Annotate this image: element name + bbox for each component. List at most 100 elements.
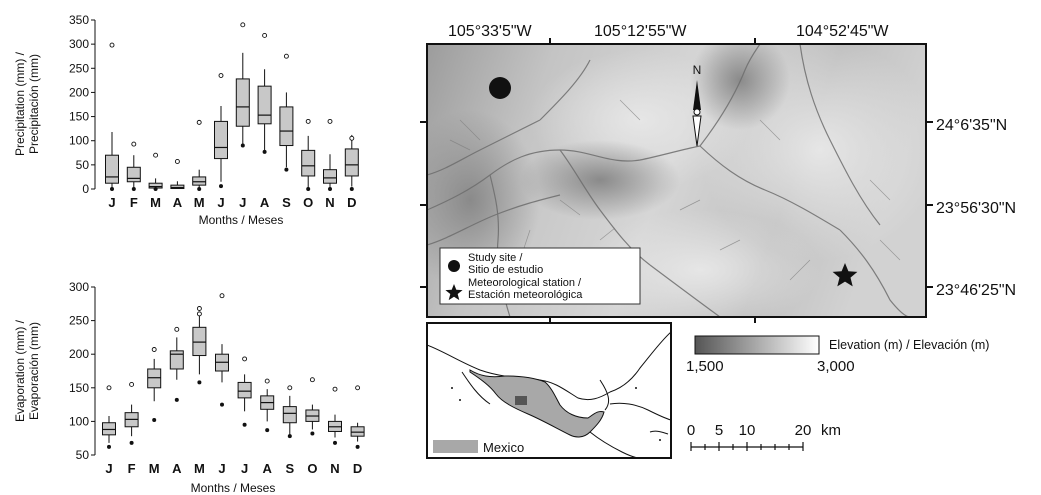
y-axis-label-line: Evaporation (mm) / xyxy=(13,319,27,422)
x-tick-label: F xyxy=(128,461,136,476)
y-tick-label: 50 xyxy=(76,158,90,172)
y-axis-label: Evaporation (mm) /Evaporación (mm) xyxy=(13,319,41,422)
outlier-high xyxy=(287,385,293,391)
inset-legend-label: Mexico xyxy=(483,440,524,455)
x-tick-label: N xyxy=(330,461,339,476)
box-M xyxy=(147,347,162,423)
box-J xyxy=(102,385,116,449)
x-tick-label: A xyxy=(172,461,182,476)
outlier-high xyxy=(309,377,315,383)
outlier-high xyxy=(174,326,180,332)
evaporation-boxplot: Evaporation (mm) /Evaporación (mm) Month… xyxy=(13,280,365,495)
outlier-high xyxy=(153,152,159,158)
box-iqr xyxy=(126,166,141,183)
box-D xyxy=(350,385,365,449)
scale-tick-20: 20 xyxy=(795,422,812,439)
outlier-high xyxy=(264,378,270,384)
scale-tick-5: 5 xyxy=(715,422,723,439)
outlier-low xyxy=(355,444,360,449)
x-tick-label: N xyxy=(325,195,334,210)
outlier-low xyxy=(152,418,157,423)
outlier-low xyxy=(306,187,311,191)
box-S xyxy=(282,385,297,439)
latitude-label-2: 23°56'30"N xyxy=(936,200,1016,217)
box-N xyxy=(323,118,337,191)
y-tick-label: 150 xyxy=(69,381,89,395)
outlier-low xyxy=(110,187,114,191)
boxes xyxy=(102,293,365,449)
outlier-high xyxy=(305,118,311,124)
scale-tick-0: 0 xyxy=(687,422,695,439)
outlier-low xyxy=(284,167,289,172)
outlier-high xyxy=(129,381,135,387)
box-iqr xyxy=(147,368,162,389)
outlier-high xyxy=(283,53,289,59)
x-tick-label: J xyxy=(241,461,248,476)
boxes xyxy=(105,22,359,191)
outlier-low xyxy=(129,440,134,445)
x-tick-label: M xyxy=(194,461,205,476)
box-D xyxy=(344,134,359,191)
outlier-low xyxy=(197,187,202,191)
x-axis-label: Months / Meses xyxy=(191,481,276,495)
box-J xyxy=(215,293,229,407)
x-tick-label: S xyxy=(282,195,291,210)
y-tick-label: 100 xyxy=(69,414,89,428)
box-J xyxy=(235,22,250,148)
outlier-high xyxy=(332,386,338,392)
box-iqr xyxy=(282,406,297,424)
box-iqr xyxy=(169,350,184,370)
box-iqr xyxy=(105,154,119,184)
x-tick-label: J xyxy=(239,195,246,210)
x-tick-label: D xyxy=(347,195,356,210)
longitude-label-3: 104°52'45"W xyxy=(796,23,889,40)
legend-study-site-icon xyxy=(448,260,460,272)
inset-legend-swatch xyxy=(433,440,478,453)
outlier-high xyxy=(109,42,115,48)
north-arrow: N xyxy=(692,63,702,147)
box-iqr xyxy=(279,106,294,147)
elevation-max: 3,000 xyxy=(817,358,855,375)
x-tick-label: S xyxy=(285,461,294,476)
outlier-low xyxy=(220,402,224,407)
box-iqr xyxy=(235,78,250,127)
box-iqr xyxy=(237,381,252,399)
box-A xyxy=(260,378,275,433)
box-iqr xyxy=(214,120,228,160)
x-tick-label: A xyxy=(263,461,273,476)
x-tick-label: O xyxy=(307,461,317,476)
outlier-high xyxy=(106,385,112,391)
outlier-low xyxy=(349,187,354,191)
y-tick-label: 150 xyxy=(69,110,89,124)
box-iqr xyxy=(170,184,185,190)
box-iqr xyxy=(192,326,207,357)
x-tick-label: M xyxy=(149,461,160,476)
station-marker xyxy=(832,263,858,287)
box-J xyxy=(214,73,228,189)
outlier-high xyxy=(219,293,225,299)
y-tick-label: 100 xyxy=(69,134,89,148)
y-tick-label: 200 xyxy=(69,347,89,361)
box-O xyxy=(301,118,316,191)
legend-station-icon xyxy=(445,284,463,301)
y-axis: 0 50 100 150 200 250 300 350 xyxy=(69,13,96,196)
scale-bar: 0 5 10 20 km xyxy=(687,422,841,451)
outlier-high xyxy=(327,118,333,124)
box-M xyxy=(148,152,163,191)
y-tick-label: 300 xyxy=(69,37,89,51)
x-tick-label: J xyxy=(218,461,225,476)
outlier-high xyxy=(131,141,137,147)
box-iqr xyxy=(102,422,116,436)
box-A xyxy=(169,326,184,402)
outlier-low xyxy=(153,187,158,191)
north-label: N xyxy=(693,63,702,77)
outlier-high xyxy=(240,22,246,28)
outlier-high xyxy=(174,159,180,164)
outlier-low xyxy=(197,380,202,385)
scale-tick-10: 10 xyxy=(739,422,756,439)
outlier-high xyxy=(196,311,202,317)
box-A xyxy=(170,159,185,190)
